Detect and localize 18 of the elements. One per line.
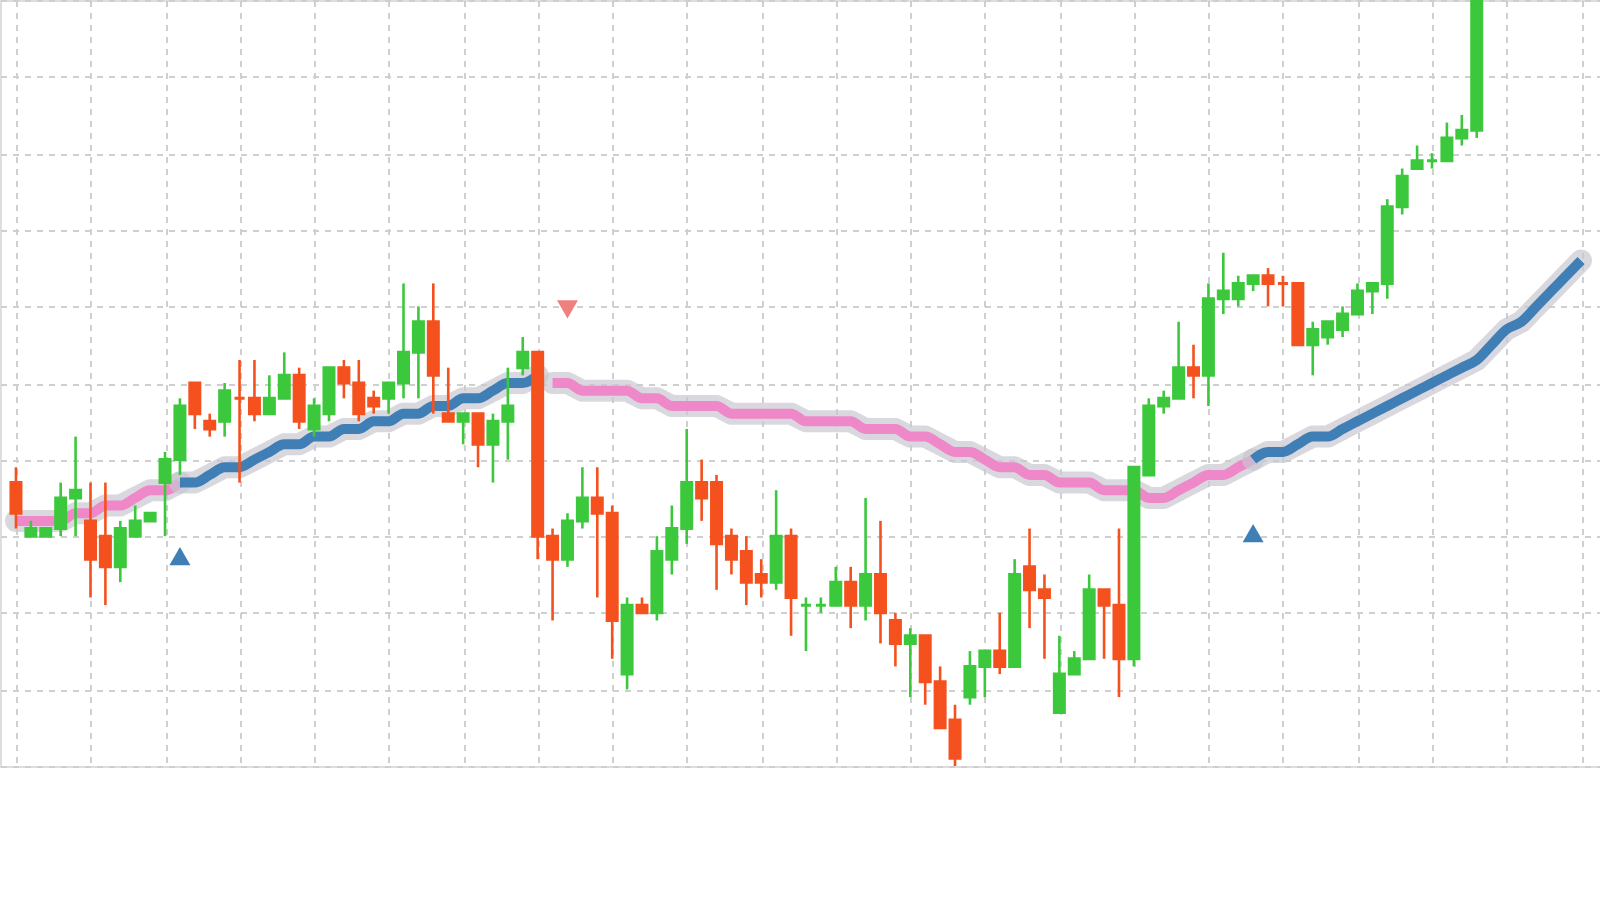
candlestick xyxy=(218,381,232,438)
candlestick xyxy=(292,366,306,431)
candlestick xyxy=(516,335,530,377)
candlestick xyxy=(844,565,858,630)
candlestick xyxy=(471,412,485,469)
candlestick xyxy=(859,496,873,622)
candlestick xyxy=(888,611,902,668)
candlestick xyxy=(188,381,202,431)
candlestick xyxy=(873,519,887,645)
candlestick xyxy=(993,611,1007,676)
candlestick xyxy=(441,366,455,423)
candlestick xyxy=(799,596,813,653)
candlestick xyxy=(456,412,470,446)
candlestick xyxy=(903,626,917,699)
candlestick xyxy=(769,488,783,592)
candlestick xyxy=(9,465,23,530)
candlestick xyxy=(1187,343,1201,400)
candlestick xyxy=(203,412,217,438)
